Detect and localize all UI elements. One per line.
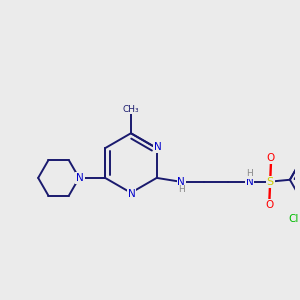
Text: N: N — [177, 177, 185, 187]
Text: H: H — [246, 169, 253, 178]
Text: S: S — [267, 177, 274, 187]
Text: O: O — [265, 200, 274, 210]
Text: CH₃: CH₃ — [123, 105, 139, 114]
Text: N: N — [154, 142, 161, 152]
Text: N: N — [246, 177, 254, 187]
Text: N: N — [76, 173, 84, 183]
Text: O: O — [267, 153, 275, 163]
Text: N: N — [128, 188, 136, 199]
Text: Cl: Cl — [289, 214, 299, 224]
Text: H: H — [178, 185, 184, 194]
